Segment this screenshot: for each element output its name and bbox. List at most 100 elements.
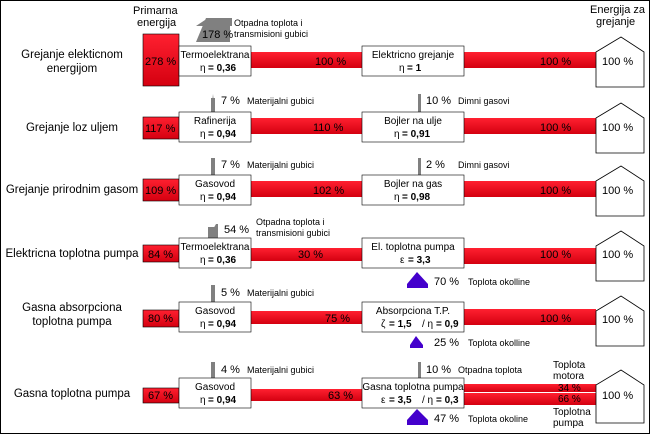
- row-label: Gasna toplotna pumpa: [14, 388, 131, 400]
- loss-text-2: transmisioni gubici: [234, 29, 308, 39]
- mid-percent: 110 %: [313, 122, 344, 134]
- box2-name: Bojler na gas: [384, 179, 442, 190]
- primary-energy-bar: [142, 33, 180, 87]
- row-gas-heating: Grejanje prirodnim gasom 109 % 7 % Mater…: [6, 158, 645, 217]
- gas-heat-pump-box: [361, 377, 465, 409]
- conversion-box: [178, 377, 252, 409]
- house-percent: 100 %: [602, 122, 633, 134]
- zeta-value: = 1,5: [389, 319, 412, 330]
- mid-percent: 102 %: [313, 185, 344, 197]
- house-icon: [595, 165, 645, 217]
- primary-percent: 84 %: [148, 249, 173, 261]
- house-icon: [595, 36, 645, 88]
- material-loss-arrow: [211, 362, 215, 378]
- gain-percent: 47 %: [434, 413, 459, 425]
- row-electric-heat-pump: Elektricna toplotna pumpa 84 % 54 % Otpa…: [6, 217, 645, 288]
- out-percent: 100 %: [540, 185, 571, 197]
- conversion-box: [178, 301, 252, 333]
- eta-value: = 0,36: [208, 63, 237, 74]
- mid-percent: 100 %: [315, 56, 346, 68]
- loss2-text: Dimni gasovi: [458, 96, 510, 106]
- eta-symbol-2: / η: [422, 395, 433, 406]
- eta-value: = 0,94: [208, 129, 237, 140]
- loss-percent: 7 %: [221, 159, 240, 171]
- motor-heat-label: Toplota: [553, 360, 586, 371]
- row-label-2: energijom: [47, 63, 98, 75]
- eta-symbol: η: [200, 255, 206, 266]
- row-label: Grejanje prirodnim gasom: [6, 184, 138, 196]
- house-icon: [595, 295, 645, 347]
- eta-symbol: η: [200, 192, 206, 203]
- gain-text: Toplota okolline: [468, 277, 530, 287]
- absorption-pump-box: [361, 301, 465, 333]
- conversion-box: [178, 237, 252, 269]
- material-loss-arrow: [211, 285, 215, 302]
- eta-symbol: η: [200, 395, 206, 406]
- loss-percent: 4 %: [221, 364, 240, 376]
- loss-percent: 5 %: [221, 287, 240, 299]
- box-name: Termoelektrana: [181, 50, 250, 61]
- zeta-symbol: ζ: [381, 319, 386, 330]
- house-percent: 100 %: [602, 314, 633, 326]
- flue-loss-arrow: [418, 94, 421, 112]
- heating-box: [361, 45, 465, 77]
- gain-percent: 25 %: [434, 337, 459, 349]
- heating-box: [361, 174, 465, 206]
- heating-box: [361, 111, 465, 143]
- mid-percent: 75 %: [325, 313, 350, 325]
- primary-energy-label-2: energija: [137, 17, 177, 29]
- loss2-text: Dimni gasovi: [458, 160, 510, 170]
- box-name: Gasovod: [195, 179, 235, 190]
- primary-percent: 80 %: [148, 313, 173, 325]
- conversion-box: [178, 111, 252, 143]
- row-label: Grejanje elekticnom: [21, 49, 123, 61]
- primary-percent: 117 %: [145, 123, 176, 135]
- conversion-box: [178, 45, 252, 77]
- row-electric-heating: Grejanje elekticnom energijom 278 % Term…: [21, 18, 645, 88]
- eta2-value: = 1: [407, 63, 422, 74]
- out-percent: 100 %: [540, 56, 571, 68]
- row-gas-heat-pump: Gasna toplotna pumpa 67 % 4 % Materijaln…: [14, 360, 645, 429]
- eta2-symbol: η: [394, 192, 400, 203]
- motor-heat-percent: 34 %: [558, 383, 581, 394]
- out-percent: 100 %: [540, 122, 571, 134]
- primary-energy-label: Primarna: [133, 5, 179, 17]
- ambient-gain-arrow: [407, 409, 428, 425]
- material-loss-stem: [211, 98, 215, 112]
- loss-percent: 54 %: [224, 224, 249, 236]
- eta-symbol: η: [200, 129, 206, 140]
- out-percent: 100 %: [540, 313, 571, 325]
- loss2-text: Otpadna toplota: [458, 365, 522, 375]
- box2-name: Gasna toplotna pumpa: [362, 382, 464, 393]
- ambient-gain-arrow: [410, 336, 423, 348]
- house-percent: 100 %: [602, 249, 633, 261]
- eps-value: = 3,3: [408, 255, 431, 266]
- pump-heat-label: Toplotna: [553, 407, 591, 418]
- house-percent: 100 %: [602, 185, 633, 197]
- box2-name: Absorpciona T.P.: [376, 306, 450, 317]
- loss-text-2: transmisioni gubici: [256, 228, 330, 238]
- primary-percent: 278 %: [145, 56, 176, 68]
- box-name: Gasovod: [195, 382, 235, 393]
- row-label: Elektricna toplotna pumpa: [6, 248, 140, 260]
- pump-heat-percent: 66 %: [558, 394, 581, 405]
- eps-symbol: ε: [381, 395, 386, 406]
- eta2-symbol: η: [399, 63, 405, 74]
- loss2-percent: 10 %: [426, 364, 451, 376]
- pump-heat-label-2: pumpa: [553, 418, 584, 429]
- loss-text: Otpadna toplota i: [256, 217, 325, 227]
- eps-symbol: ε: [400, 255, 405, 266]
- house-icon: [595, 369, 645, 424]
- row-label: Grejanje loz uljem: [26, 122, 118, 134]
- loss-percent: 7 %: [221, 95, 240, 107]
- conversion-box: [178, 174, 252, 206]
- material-loss-arrow: [211, 158, 215, 175]
- motor-heat-label-2: motora: [553, 371, 585, 382]
- eta-value: = 0,36: [208, 255, 237, 266]
- waste-loss-stem: [208, 227, 218, 238]
- loss-text: Materijalni gubici: [247, 96, 314, 106]
- eta2-symbol: η: [394, 129, 400, 140]
- house-icon: [595, 102, 645, 154]
